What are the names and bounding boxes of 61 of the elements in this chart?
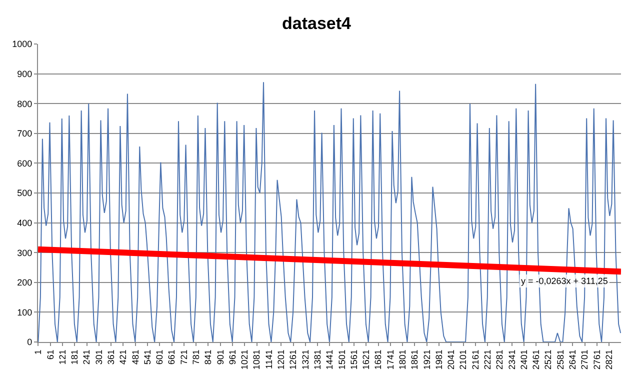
x-tick-label: 421	[118, 350, 128, 365]
x-tick-label: 1261	[288, 350, 298, 370]
x-tick-label: 1561	[348, 350, 359, 370]
x-tick-label: 2461	[531, 350, 542, 370]
x-tick-label: 901	[215, 350, 226, 365]
x-tick-label: 1921	[422, 350, 432, 370]
x-tick-label: 1861	[410, 350, 420, 370]
x-tick-label: 601	[154, 350, 165, 365]
x-tick-label: 1501	[336, 350, 347, 370]
x-tick-label: 1381	[312, 350, 322, 370]
x-tick-label: 1801	[398, 350, 408, 370]
x-tick-label: 2041	[446, 350, 456, 370]
x-tick-label: 2341	[506, 350, 517, 370]
x-tick-label: 721	[178, 350, 189, 365]
x-tick-label: 1021	[240, 350, 250, 370]
annotation: y = -0,0263x + 311,25	[521, 276, 608, 286]
x-tick-label: 2401	[518, 350, 529, 370]
x-tick-label: 2101	[458, 350, 468, 370]
x-tick-label: 2821	[604, 350, 614, 370]
x-tick-label: 481	[130, 350, 140, 365]
x-tick-label: 1141	[264, 350, 274, 369]
x-tick-label: 1441	[324, 350, 335, 370]
y-tick-label: 0	[27, 337, 32, 348]
x-tick-label: 841	[203, 350, 214, 365]
y-tick-label: 200	[17, 278, 32, 288]
x-tick-label: 541	[142, 350, 152, 365]
y-tick-label: 1000	[12, 39, 32, 50]
x-tick-label: 121	[57, 350, 68, 365]
x-tick-label: 61	[45, 350, 56, 360]
x-tick-label: 2281	[494, 350, 505, 370]
x-tick-label: 2701	[580, 350, 590, 370]
x-tick-label: 2761	[592, 350, 602, 370]
y-tick-label: 800	[17, 98, 32, 109]
x-tick-label: 1081	[252, 350, 262, 370]
y-tick-label: 500	[17, 188, 32, 198]
y-tick-label: 100	[17, 307, 32, 318]
x-tick-label: 661	[166, 350, 177, 365]
y-tick-label: 900	[17, 68, 32, 79]
x-tick-label: 2641	[568, 350, 578, 370]
x-tick-label: 1741	[385, 350, 396, 370]
x-tick-label: 1621	[361, 350, 372, 370]
x-tick-label: 2521	[543, 350, 554, 370]
x-tick-label: 961	[227, 350, 238, 365]
x-tick-label: 2221	[482, 350, 493, 370]
y-tick-label: 400	[17, 218, 32, 228]
x-tick-label: 2581	[555, 350, 566, 370]
y-tick-label: 600	[17, 158, 32, 168]
x-tick-label: 1201	[276, 350, 286, 370]
x-tick-label: 2161	[470, 350, 480, 370]
x-tick-label: 361	[106, 350, 116, 365]
x-tick-label: 1981	[434, 350, 444, 370]
x-tick-label: 1321	[300, 350, 310, 370]
x-tick-label: 781	[191, 350, 202, 365]
x-tick-label: 1681	[373, 350, 384, 370]
x-tick-label: 181	[70, 350, 80, 365]
chart-title: dataset4	[282, 14, 352, 34]
y-tick-label: 300	[17, 248, 32, 258]
x-tick-label: 301	[94, 350, 104, 365]
x-tick-label: 241	[82, 350, 92, 365]
x-tick-label: 1	[33, 350, 44, 355]
y-tick-label: 700	[17, 128, 32, 139]
